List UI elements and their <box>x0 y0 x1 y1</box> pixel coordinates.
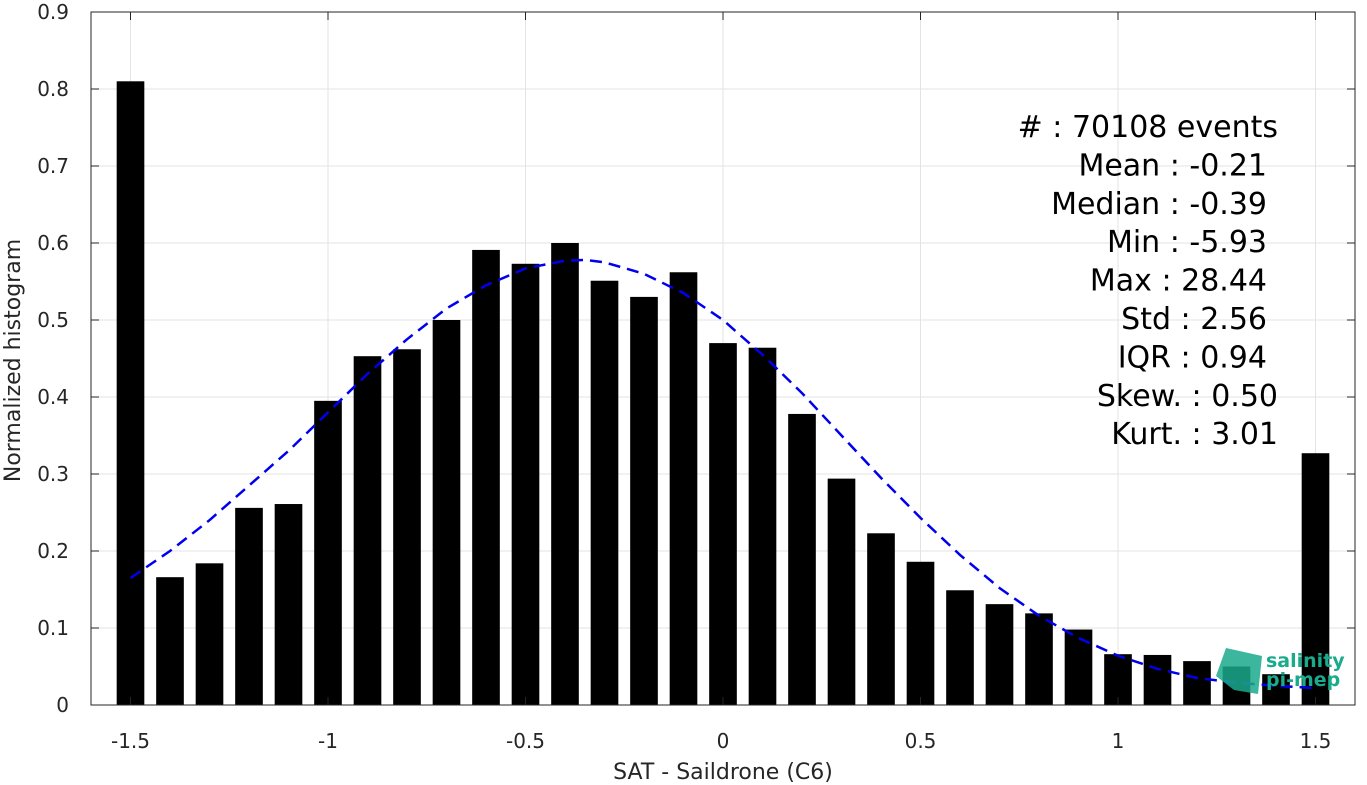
histogram-bar <box>432 320 461 705</box>
histogram-bar <box>946 590 974 705</box>
y-axis-ticks: 0 0.1 0.2 0.3 0.4 0.5 0.6 0.7 0.8 0.9 <box>37 0 1355 717</box>
y-tick-label: 0.2 <box>37 539 69 563</box>
x-tick-label: 1.5 <box>1300 729 1332 753</box>
histogram-bar <box>906 561 935 705</box>
histogram-bar <box>393 349 421 705</box>
histogram-bar <box>1064 629 1093 705</box>
stat-line: Median : -0.39 <box>1051 187 1267 222</box>
stat-line: Std : 2.56 <box>1121 302 1267 337</box>
histogram-bar <box>1025 613 1053 705</box>
histogram-bar <box>1183 661 1211 705</box>
histogram-bar <box>1301 453 1330 705</box>
y-tick-label: 0.6 <box>37 231 69 255</box>
histogram-bar <box>235 507 263 705</box>
y-tick-label: 0.3 <box>37 462 69 486</box>
histogram-bar <box>590 280 619 705</box>
x-tick-label: 0.5 <box>905 729 937 753</box>
histogram-bar <box>551 243 579 705</box>
stat-line: Skew. : 0.50 <box>1097 379 1278 414</box>
x-tick-label: -0.5 <box>506 729 545 753</box>
y-tick-label: 0.4 <box>37 385 69 409</box>
y-tick-label: 0.7 <box>37 154 69 178</box>
stat-line: # : 70108 events <box>1018 110 1278 145</box>
histogram-bar <box>709 343 737 705</box>
stat-line: IQR : 0.94 <box>1118 340 1267 375</box>
stat-line: Kurt. : 3.01 <box>1111 417 1278 452</box>
histogram-bar <box>1104 654 1132 705</box>
histogram-bar <box>748 347 777 705</box>
y-tick-label: 0.5 <box>37 308 69 332</box>
y-axis-label: Normalized histogram <box>1 239 26 482</box>
y-tick-label: 0.1 <box>37 616 69 640</box>
histogram-bar <box>511 263 540 705</box>
logo-mark <box>1216 648 1262 694</box>
y-tick-label: 0.8 <box>37 77 69 101</box>
histogram-bar <box>867 533 895 705</box>
histogram-bar <box>1143 654 1172 705</box>
logo-text-line2: pi-mep <box>1266 669 1340 691</box>
histogram-bar <box>788 413 816 705</box>
histogram-bar <box>1262 674 1290 705</box>
histogram-bar <box>156 577 184 705</box>
stat-line: Max : 28.44 <box>1090 264 1267 299</box>
histogram-bar <box>472 249 500 705</box>
histogram-bar <box>116 81 145 706</box>
normal-fit-curve <box>129 258 1316 690</box>
histogram-bar <box>630 296 658 705</box>
x-axis-label: SAT - Saildrone (C6) <box>613 760 833 785</box>
histogram-bar <box>669 272 698 705</box>
bars-group <box>116 81 1330 706</box>
x-tick-label: 1 <box>1112 729 1125 753</box>
salinity-pi-mep-logo: salinity pi-mep <box>1216 648 1345 694</box>
stat-line: Mean : -0.21 <box>1078 148 1267 183</box>
histogram-bar <box>274 504 303 705</box>
x-tick-label: 0 <box>717 729 730 753</box>
x-axis-ticks: -1.5 -1 -0.5 0 0.5 1 1.5 <box>111 12 1331 753</box>
y-tick-label: 0.9 <box>37 0 69 24</box>
x-tick-label: -1 <box>318 729 338 753</box>
histogram-bar <box>827 478 856 705</box>
histogram-bar <box>353 356 382 705</box>
histogram-bar <box>985 604 1014 705</box>
stat-line: Min : -5.93 <box>1107 225 1267 260</box>
histogram-bar <box>314 400 342 705</box>
x-tick-label: -1.5 <box>111 729 150 753</box>
histogram-bar <box>195 563 224 705</box>
logo-text-line1: salinity <box>1266 650 1345 672</box>
y-tick-label: 0 <box>56 693 69 717</box>
